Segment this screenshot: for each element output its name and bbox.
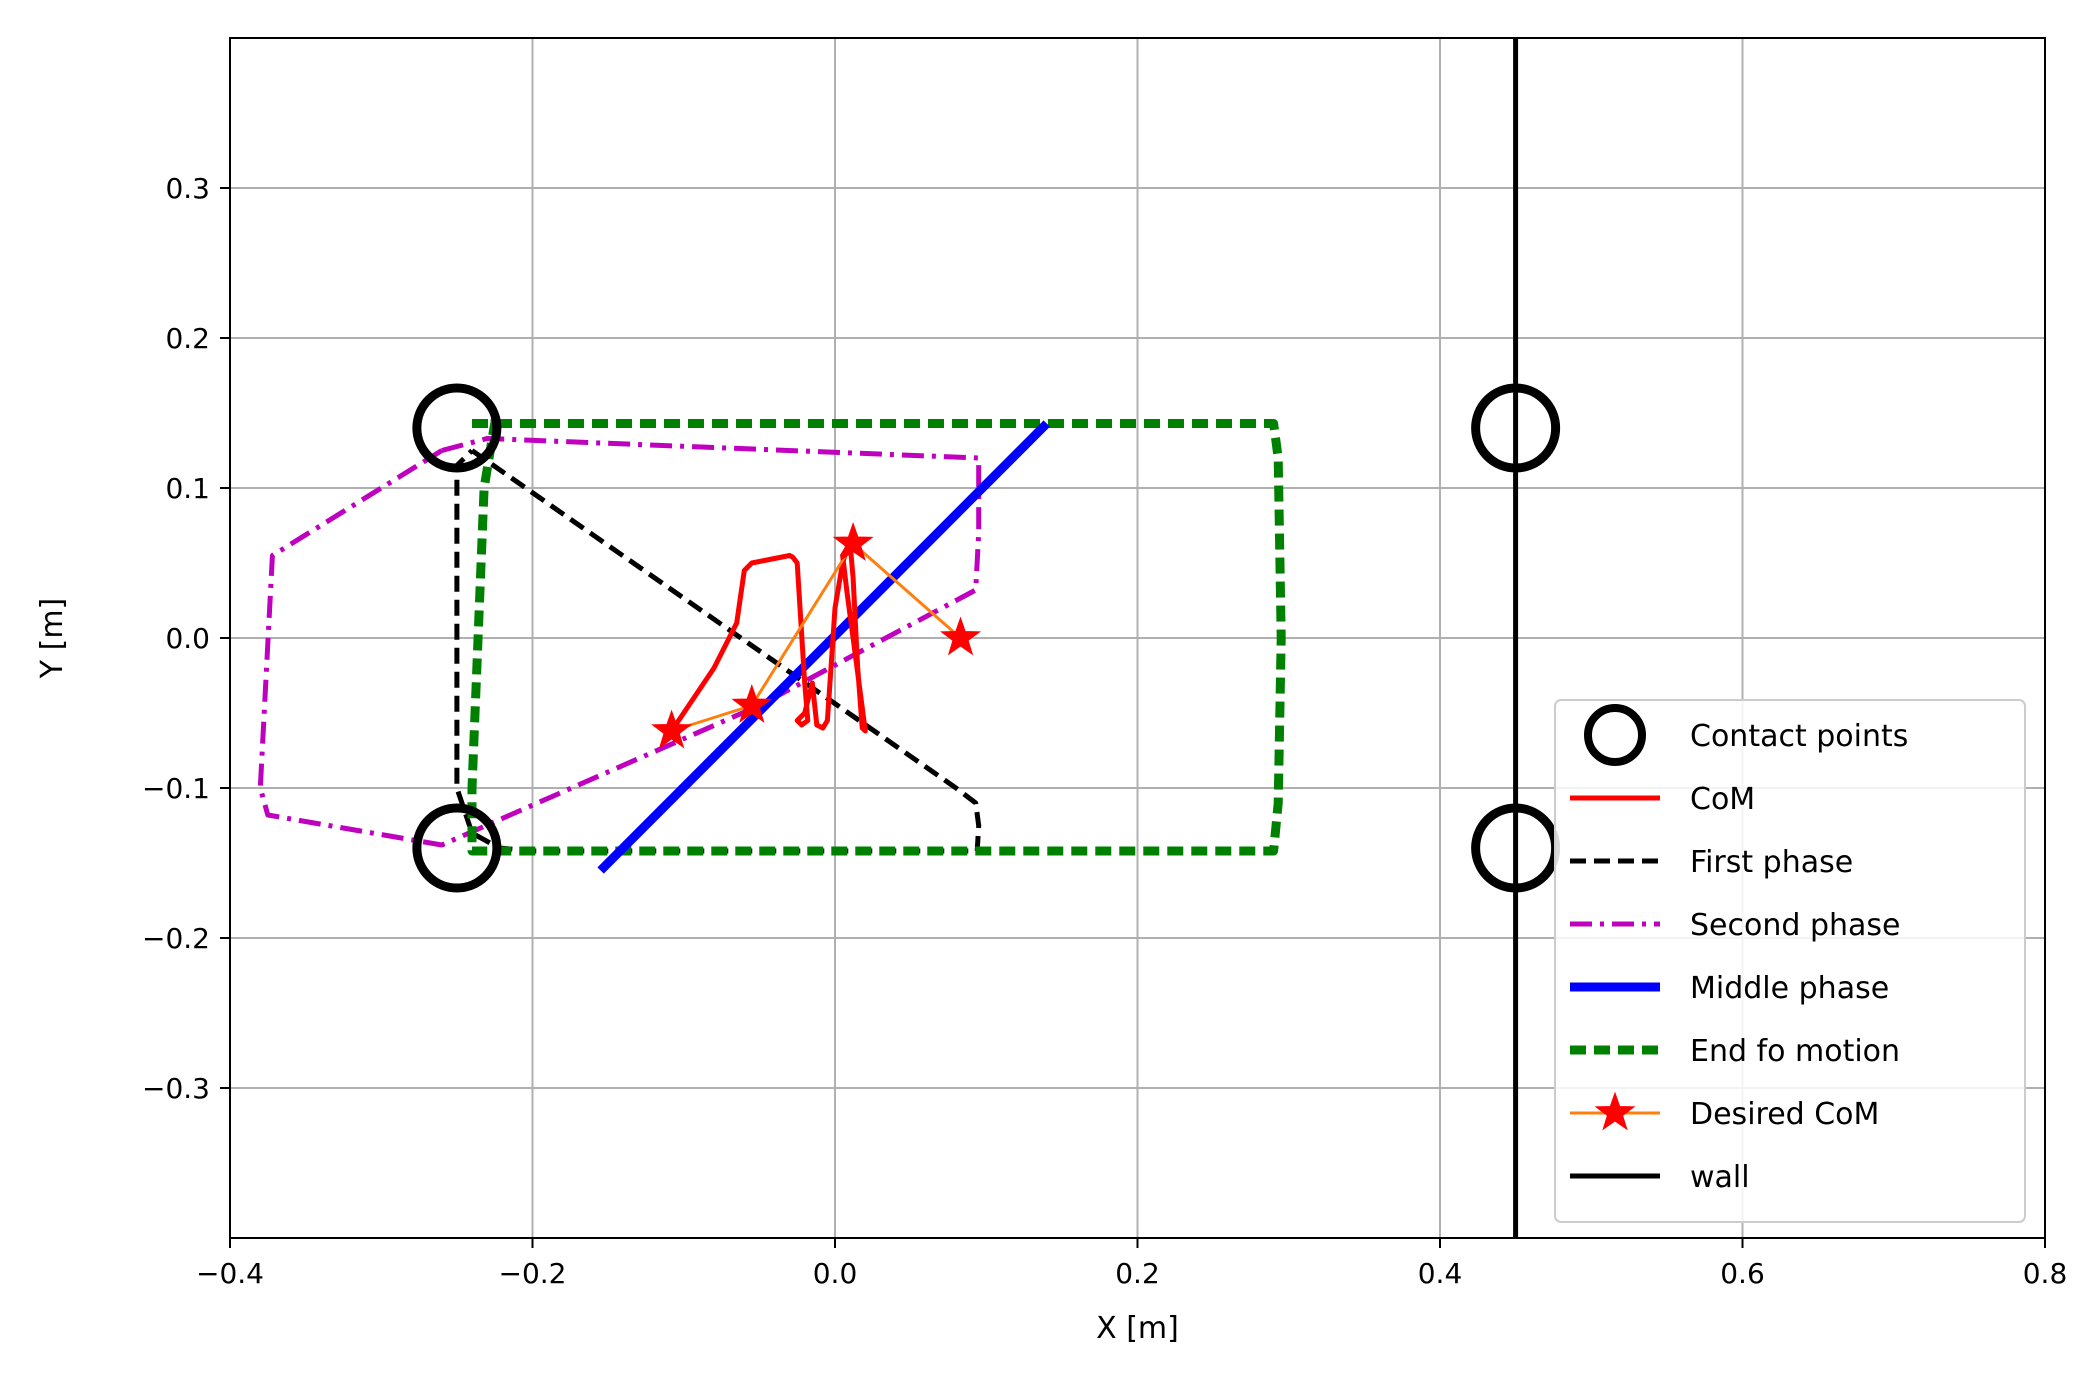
legend-entry: CoM — [1570, 782, 1755, 817]
series-contact-points — [412, 383, 1561, 893]
x-tick-label: 0.4 — [1418, 1257, 1463, 1290]
second-phase-line — [257, 436, 982, 848]
contact-point-marker — [1471, 383, 1561, 473]
end-fo-motion-line — [467, 419, 1286, 856]
legend-label: Middle phase — [1690, 971, 1889, 1006]
legend-entry: Contact points — [1584, 704, 1908, 766]
desired-com-star-marker — [731, 683, 773, 723]
y-tick-label: 0.1 — [165, 472, 210, 505]
x-tick-label: 0.0 — [813, 1257, 858, 1290]
legend-items: Contact points CoM First phase Second phase… — [1570, 704, 1908, 1195]
desired-com-star-marker — [651, 709, 693, 749]
legend-entry: Middle phase — [1570, 971, 1889, 1006]
legend-box — [1554, 699, 2026, 1223]
legend-entry: Desired CoM — [1570, 1091, 1879, 1132]
series-com — [669, 541, 868, 734]
legend-label: End fo motion — [1690, 1034, 1900, 1069]
y-tick-label: −0.3 — [142, 1072, 210, 1105]
axis-ticks: −0.4 −0.2 0.0 0.2 0.4 0.6 0.8 −0.3 −0.2 −0.1 0.0 0.… — [142, 172, 2067, 1290]
legend-entry: End fo motion — [1570, 1034, 1900, 1069]
x-tick-label: 0.2 — [1115, 1257, 1160, 1290]
x-tick-label: −0.2 — [499, 1257, 567, 1290]
series-second-phase — [257, 436, 982, 848]
legend-entry: First phase — [1570, 845, 1853, 880]
middle-phase-line — [597, 420, 1050, 874]
x-tick-label: −0.4 — [196, 1257, 264, 1290]
legend-entry: Second phase — [1570, 908, 1900, 943]
legend-label: wall — [1690, 1160, 1750, 1195]
legend-swatch — [1584, 704, 1646, 766]
series-desired-com — [651, 521, 982, 749]
x-axis-label: X [m] — [1096, 1311, 1179, 1346]
y-tick-label: 0.2 — [165, 322, 210, 355]
x-tick-label: 0.6 — [1720, 1257, 1765, 1290]
legend-label: Desired CoM — [1690, 1097, 1879, 1132]
y-tick-label: −0.1 — [142, 772, 210, 805]
series-end-fo-motion — [467, 419, 1286, 856]
y-tick-label: −0.2 — [142, 922, 210, 955]
legend-label: CoM — [1690, 782, 1755, 817]
com-line — [669, 541, 868, 734]
desired-com-star-marker — [940, 616, 982, 656]
legend: Contact points CoM First phase Second phase… — [1554, 699, 2026, 1223]
series-middle-phase — [597, 420, 1050, 874]
plot-series — [257, 38, 1561, 1238]
contact-point-marker — [412, 803, 502, 893]
y-axis-label: Y [m] — [35, 598, 70, 680]
legend-label: First phase — [1690, 845, 1853, 880]
legend-star-marker — [1594, 1091, 1636, 1131]
y-tick-label: 0.3 — [165, 172, 210, 205]
legend-label: Second phase — [1690, 908, 1900, 943]
contact-point-marker — [412, 383, 502, 473]
legend-entry: wall — [1570, 1160, 1750, 1195]
y-tick-label: 0.0 — [165, 622, 210, 655]
desired-com-line — [671, 542, 962, 733]
x-tick-label: 0.8 — [2023, 1257, 2068, 1290]
legend-label: Contact points — [1690, 719, 1908, 754]
desired-com-star-marker — [832, 521, 874, 561]
